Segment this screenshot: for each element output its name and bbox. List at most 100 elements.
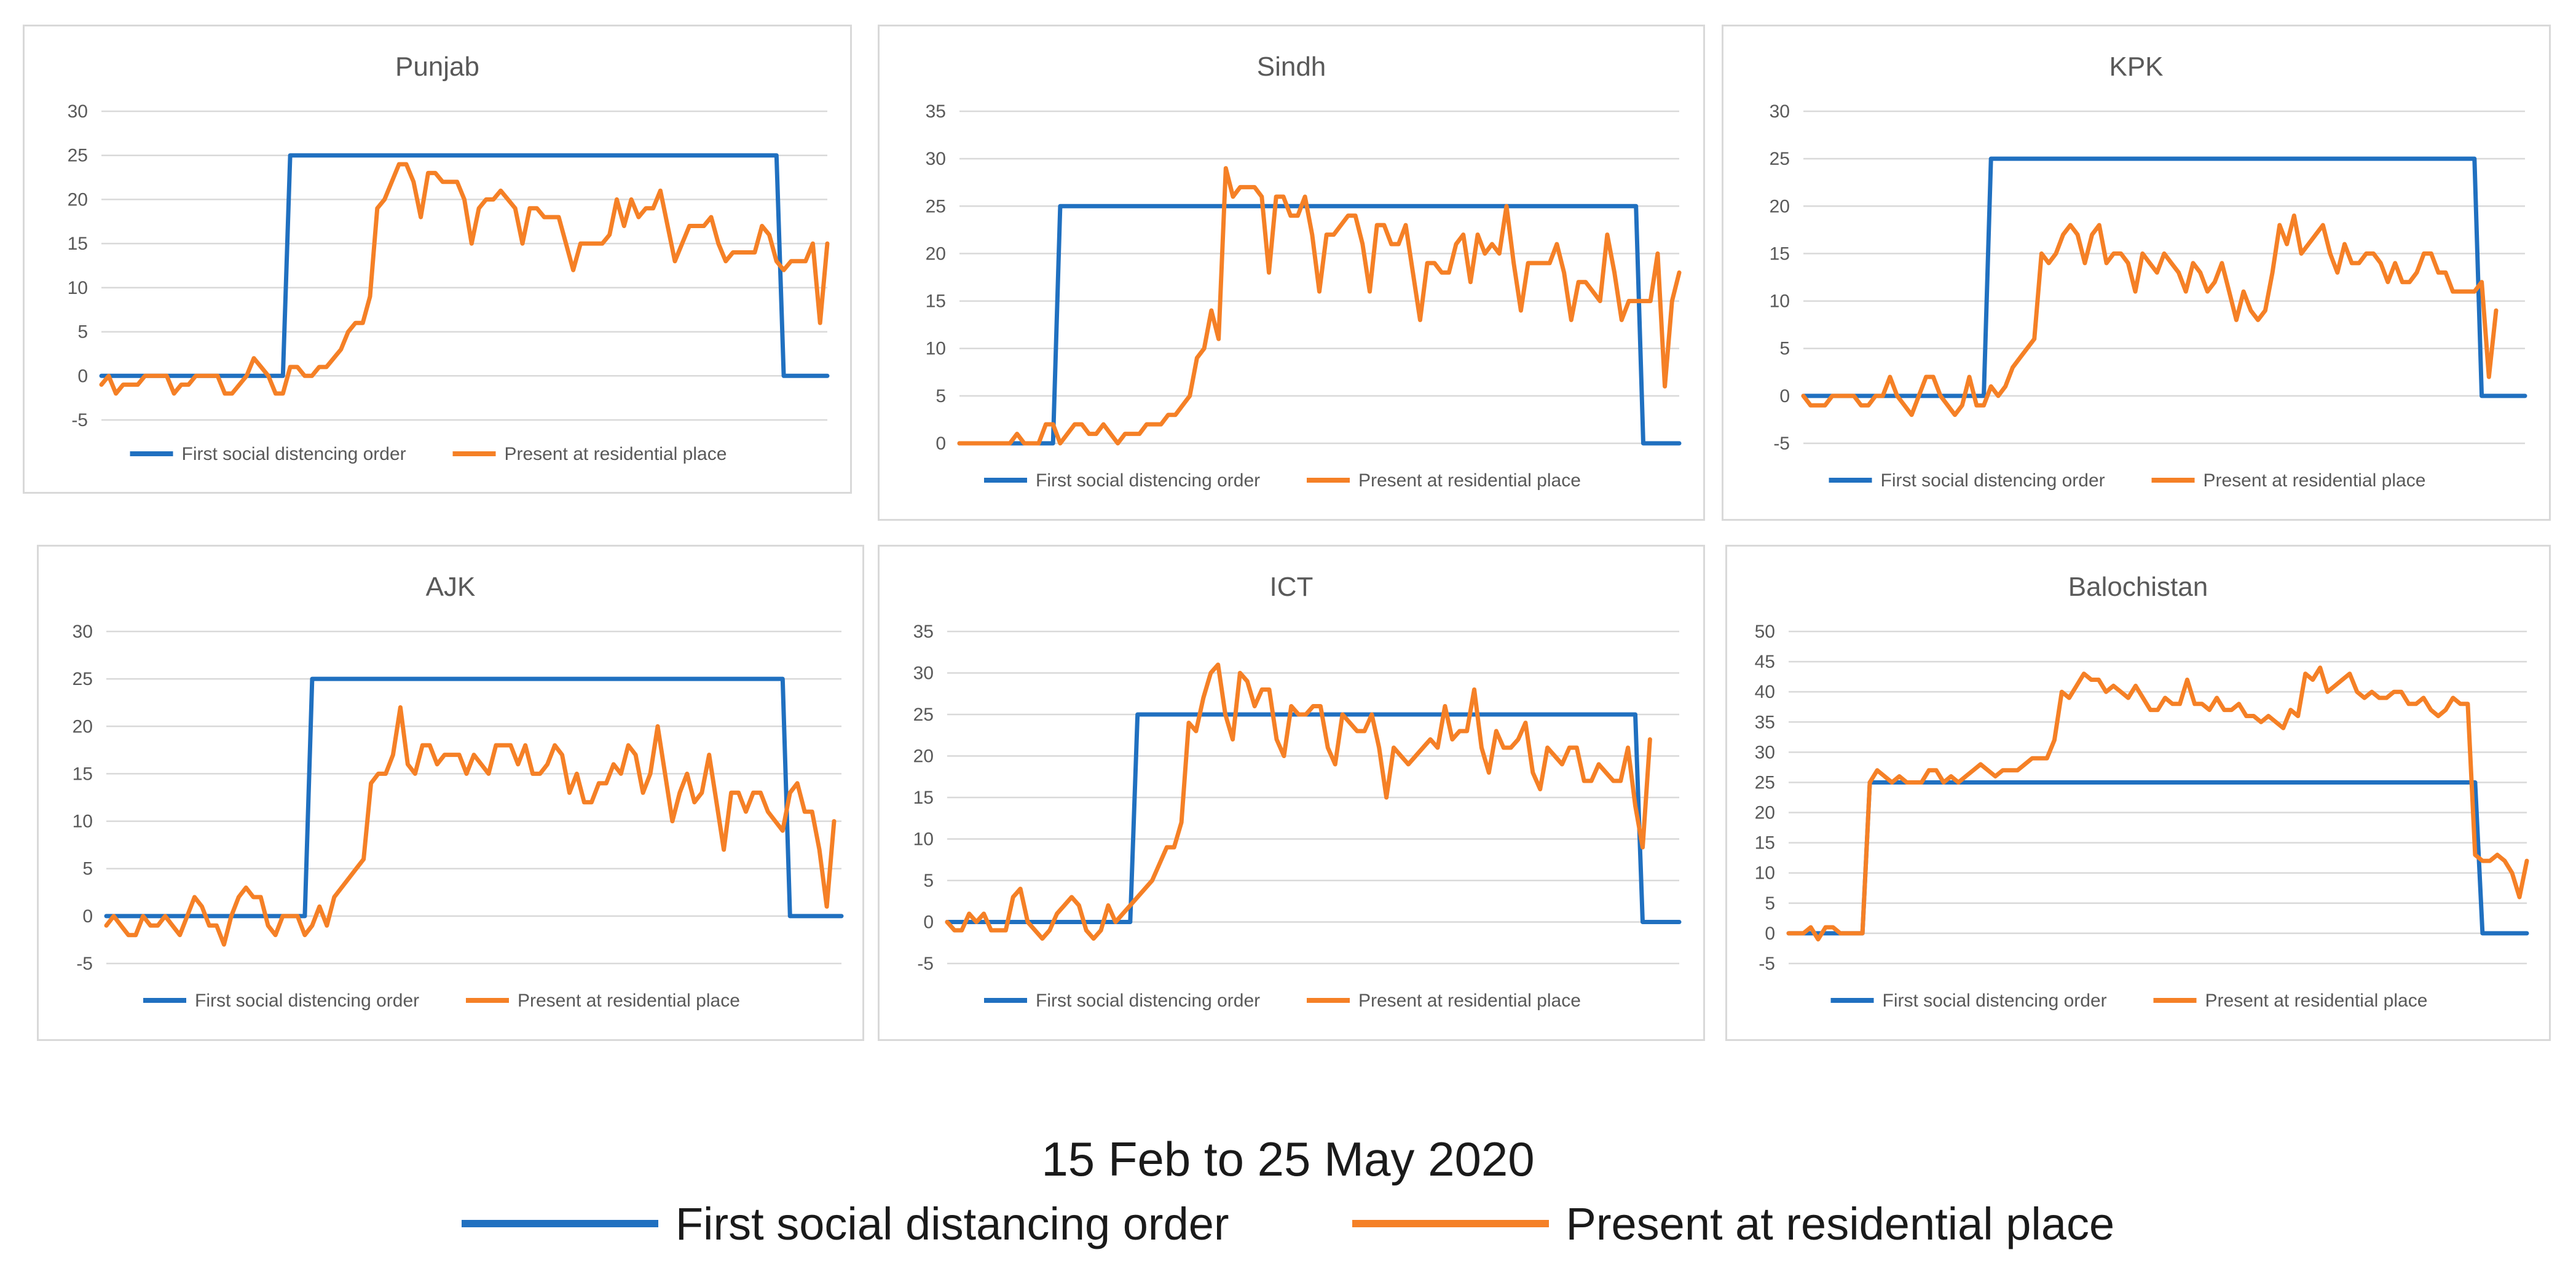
y-tick-label-punjab: 30 [68,101,88,122]
chart-panel-kpk: KPK -5 0 5 10 15 20 25 30 First social distencing… [1722,25,2551,521]
y-tick-label-ict: 5 [923,871,934,891]
y-tick-label-ajk: 5 [82,859,93,879]
chart-panel-sindh: Sindh 0 5 10 15 20 25 30 35 First social distenci… [878,25,1705,521]
legend-item-order: First social distancing order [461,1198,1229,1250]
legend-label-order-punjab: First social distencing order [182,444,406,464]
y-tick-label-sindh: 0 [935,433,946,454]
y-tick-label-balochistan: 40 [1755,682,1775,702]
y-tick-label-punjab: 5 [77,322,88,342]
legend-label-residential-ict: Present at residential place [1358,991,1581,1011]
y-tick-label-ajk: -5 [76,954,93,974]
y-tick-label-ajk: 25 [73,669,93,689]
y-tick-label-ict: 10 [913,829,934,850]
y-tick-label-kpk: -5 [1773,433,1790,454]
legend-label-order-ajk: First social distencing order [195,991,419,1011]
order-line-kpk [1801,156,2527,398]
chart-title-ajk: AJK [426,572,476,602]
y-tick-label-ajk: 0 [82,906,93,927]
legend-label-residential-ajk: Present at residential place [518,991,740,1011]
legend-label-order: First social distancing order [675,1198,1229,1249]
residential-line-balochistan [1786,665,2529,942]
y-tick-label-ict: 30 [913,663,934,684]
y-tick-label-ajk: 15 [73,764,93,784]
y-tick-label-sindh: 35 [926,101,946,122]
y-tick-label-balochistan: 30 [1755,742,1775,762]
legend-label-residential-sindh: Present at residential place [1358,470,1581,491]
order-line-ict [945,712,1682,924]
y-tick-label-ajk: 20 [73,716,93,737]
y-tick-label-sindh: 20 [926,243,946,264]
chart-svg-ajk: AJK -5 0 5 10 15 20 25 30 First social distencing… [73,572,844,1011]
chart-title-sindh: Sindh [1257,52,1326,82]
y-tick-label-ict: -5 [917,954,934,974]
chart-title-punjab: Punjab [395,52,479,82]
y-tick-label-ict: 0 [923,912,934,933]
residential-line-swatch-icon [1352,1220,1549,1227]
residential-line-punjab [99,162,830,396]
legend-label-order-ict: First social distencing order [1036,991,1260,1011]
y-tick-label-balochistan: 15 [1755,833,1775,853]
y-tick-label-ict: 25 [913,705,934,725]
legend-item-residential: Present at residential place [1352,1198,2115,1250]
y-tick-label-kpk: 30 [1770,101,1790,122]
y-tick-label-ict: 20 [913,746,934,767]
y-tick-label-kpk: 5 [1779,339,1790,359]
y-tick-label-sindh: 5 [935,386,946,406]
order-line-ajk [104,676,844,919]
legend-label-order-balochistan: First social distencing order [1883,991,2107,1011]
residential-line-sindh [957,166,1682,446]
y-tick-label-balochistan: -5 [1759,954,1775,974]
legend-label-residential-balochistan: Present at residential place [2205,991,2428,1011]
y-tick-label-kpk: 0 [1779,386,1790,406]
y-tick-label-balochistan: 45 [1755,652,1775,672]
y-tick-label-sindh: 25 [926,196,946,216]
chart-panel-ict: ICT -5 0 5 10 15 20 25 30 35 First social distenci… [878,545,1705,1041]
y-tick-label-punjab: -5 [71,410,88,430]
y-tick-label-ict: 35 [913,622,934,642]
y-tick-label-ict: 15 [913,788,934,808]
legend-label-order-sindh: First social distencing order [1036,470,1260,491]
chart-svg-punjab: Punjab -5 0 5 10 15 20 25 30 First social distenc… [68,52,830,464]
y-tick-label-punjab: 0 [77,366,88,386]
y-tick-label-balochistan: 5 [1765,893,1775,914]
chart-title-kpk: KPK [2109,52,2163,82]
y-tick-label-kpk: 10 [1770,291,1790,312]
legend-label-residential-kpk: Present at residential place [2204,470,2426,491]
y-tick-label-punjab: 25 [68,146,88,166]
y-tick-label-balochistan: 50 [1755,622,1775,642]
y-tick-label-punjab: 10 [68,278,88,298]
y-tick-label-ajk: 30 [73,622,93,642]
residential-line-ict [945,662,1652,941]
y-tick-label-kpk: 25 [1770,149,1790,169]
chart-title-balochistan: Balochistan [2068,572,2208,602]
chart-svg-balochistan: Balochistan -5 0 5 10 15 20 25 30 35 40 45 50 First s… [1755,572,2529,1011]
y-tick-label-ajk: 10 [73,812,93,832]
legend-label-residential-punjab: Present at residential place [505,444,727,464]
shared-legend: First social distancing order Present at… [0,1193,2576,1254]
residential-line-kpk [1801,213,2499,417]
legend-label-order-kpk: First social distencing order [1881,470,2105,491]
chart-svg-sindh: Sindh 0 5 10 15 20 25 30 35 First social distenci… [926,52,1682,491]
y-tick-label-balochistan: 0 [1765,924,1775,944]
y-tick-label-balochistan: 25 [1755,772,1775,793]
y-tick-label-punjab: 20 [68,189,88,210]
order-line-swatch-icon [461,1220,658,1227]
legend-label-residential: Present at residential place [1566,1198,2115,1249]
residential-line-ajk [104,705,837,947]
y-tick-label-punjab: 15 [68,234,88,254]
y-tick-label-sindh: 15 [926,291,946,312]
chart-svg-ict: ICT -5 0 5 10 15 20 25 30 35 First social distenci… [913,572,1682,1011]
y-tick-label-sindh: 30 [926,149,946,169]
chart-panel-punjab: Punjab -5 0 5 10 15 20 25 30 First social distenc… [23,25,852,494]
y-tick-label-kpk: 20 [1770,196,1790,216]
order-line-punjab [99,153,830,378]
order-line-sindh [957,204,1682,446]
y-tick-label-balochistan: 35 [1755,712,1775,732]
chart-panel-balochistan: Balochistan -5 0 5 10 15 20 25 30 35 40 45 50 First s… [1725,545,2551,1041]
order-line-balochistan [1786,780,2529,936]
y-tick-label-balochistan: 10 [1755,863,1775,884]
chart-svg-kpk: KPK -5 0 5 10 15 20 25 30 First social distencing… [1770,52,2527,491]
chart-panel-ajk: AJK -5 0 5 10 15 20 25 30 First social distencing… [37,545,864,1041]
x-range-caption: 15 Feb to 25 May 2020 [1041,1132,1535,1186]
y-tick-label-sindh: 10 [926,339,946,359]
